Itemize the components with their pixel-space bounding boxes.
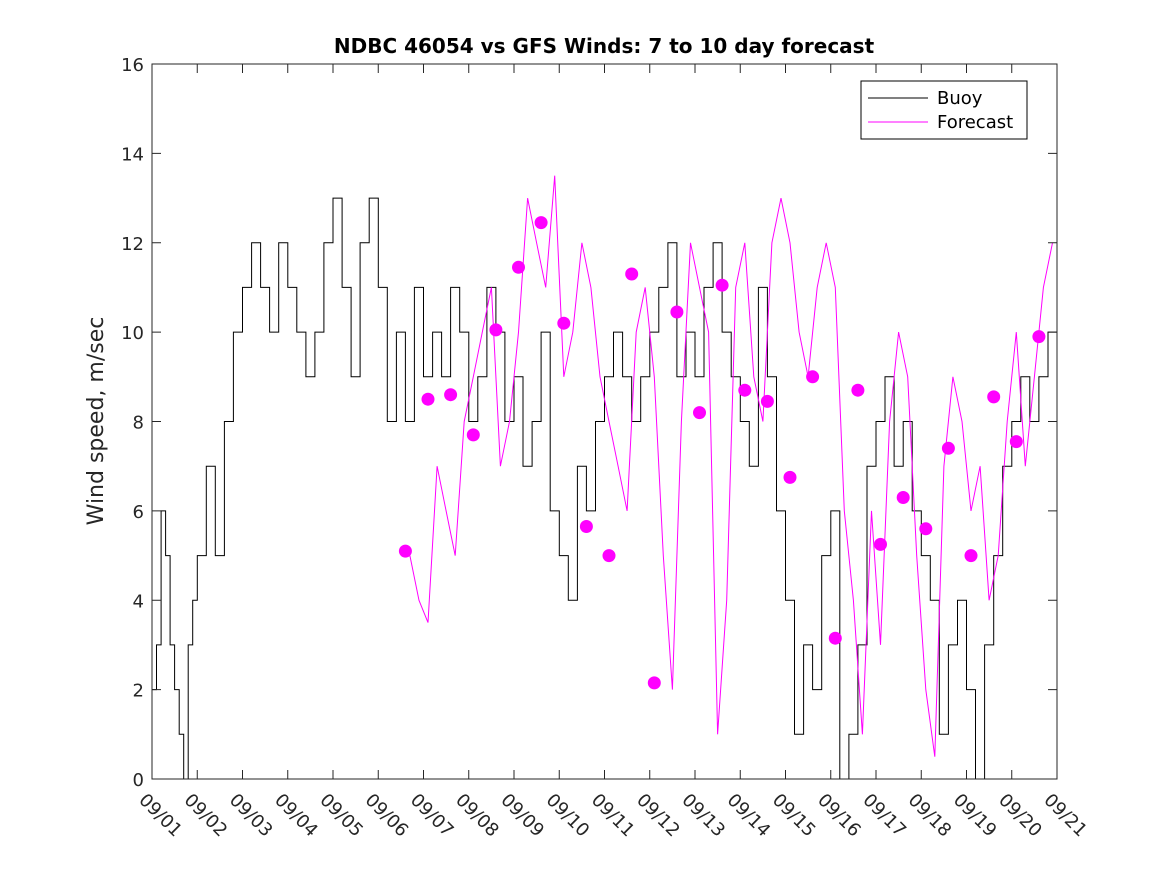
y-tick-label: 6 <box>133 502 144 523</box>
forecast-point <box>738 383 752 397</box>
y-tick-label: 0 <box>133 770 144 791</box>
forecast-point <box>715 278 729 292</box>
y-tick-label: 14 <box>121 144 144 165</box>
y-axis-label: Wind speed, m/sec <box>84 317 109 526</box>
forecast-point <box>444 388 458 402</box>
legend-buoy-label: Buoy <box>937 88 983 109</box>
forecast-point <box>489 323 503 337</box>
forecast-point <box>987 390 1001 404</box>
forecast-point <box>693 406 706 420</box>
forecast-point <box>941 441 955 455</box>
y-tick-label: 8 <box>133 413 144 434</box>
forecast-point <box>896 491 910 504</box>
forecast-point <box>398 544 412 558</box>
y-tick-label: 16 <box>121 55 144 76</box>
forecast-point <box>421 392 435 406</box>
legend: Buoy Forecast <box>860 80 1028 140</box>
forecast-point <box>874 537 887 551</box>
plot-area <box>152 175 1058 780</box>
forecast-point <box>534 216 548 230</box>
forecast-point <box>760 394 774 408</box>
y-tick-label: 4 <box>133 591 144 612</box>
forecast-point <box>579 520 593 533</box>
y-tick-label: 12 <box>121 234 144 255</box>
forecast-point <box>851 383 865 397</box>
legend-box <box>860 80 1028 140</box>
forecast-point <box>1009 435 1023 449</box>
forecast-point <box>806 370 820 384</box>
forecast-point <box>647 676 661 690</box>
forecast-point <box>1032 330 1046 344</box>
forecast-point <box>828 631 842 645</box>
forecast-point <box>964 549 978 563</box>
y-tick-label: 10 <box>121 323 144 344</box>
forecast-point <box>783 470 797 484</box>
forecast-point <box>670 305 684 319</box>
chart-title: NDBC 46054 vs GFS Winds: 7 to 10 day for… <box>334 34 875 58</box>
forecast-point <box>466 428 480 442</box>
forecast-point <box>919 522 933 536</box>
y-tick-label: 2 <box>133 681 144 702</box>
forecast-point <box>625 267 639 281</box>
forecast-point <box>602 549 616 563</box>
series-line-buoy <box>152 197 1058 780</box>
forecast-point <box>512 260 525 274</box>
forecast-point <box>557 316 571 330</box>
legend-forecast-label: Forecast <box>937 112 1013 133</box>
